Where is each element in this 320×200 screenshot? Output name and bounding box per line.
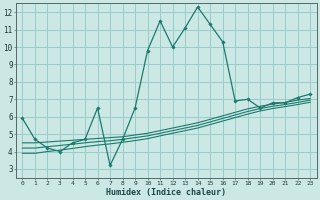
- X-axis label: Humidex (Indice chaleur): Humidex (Indice chaleur): [106, 188, 226, 197]
